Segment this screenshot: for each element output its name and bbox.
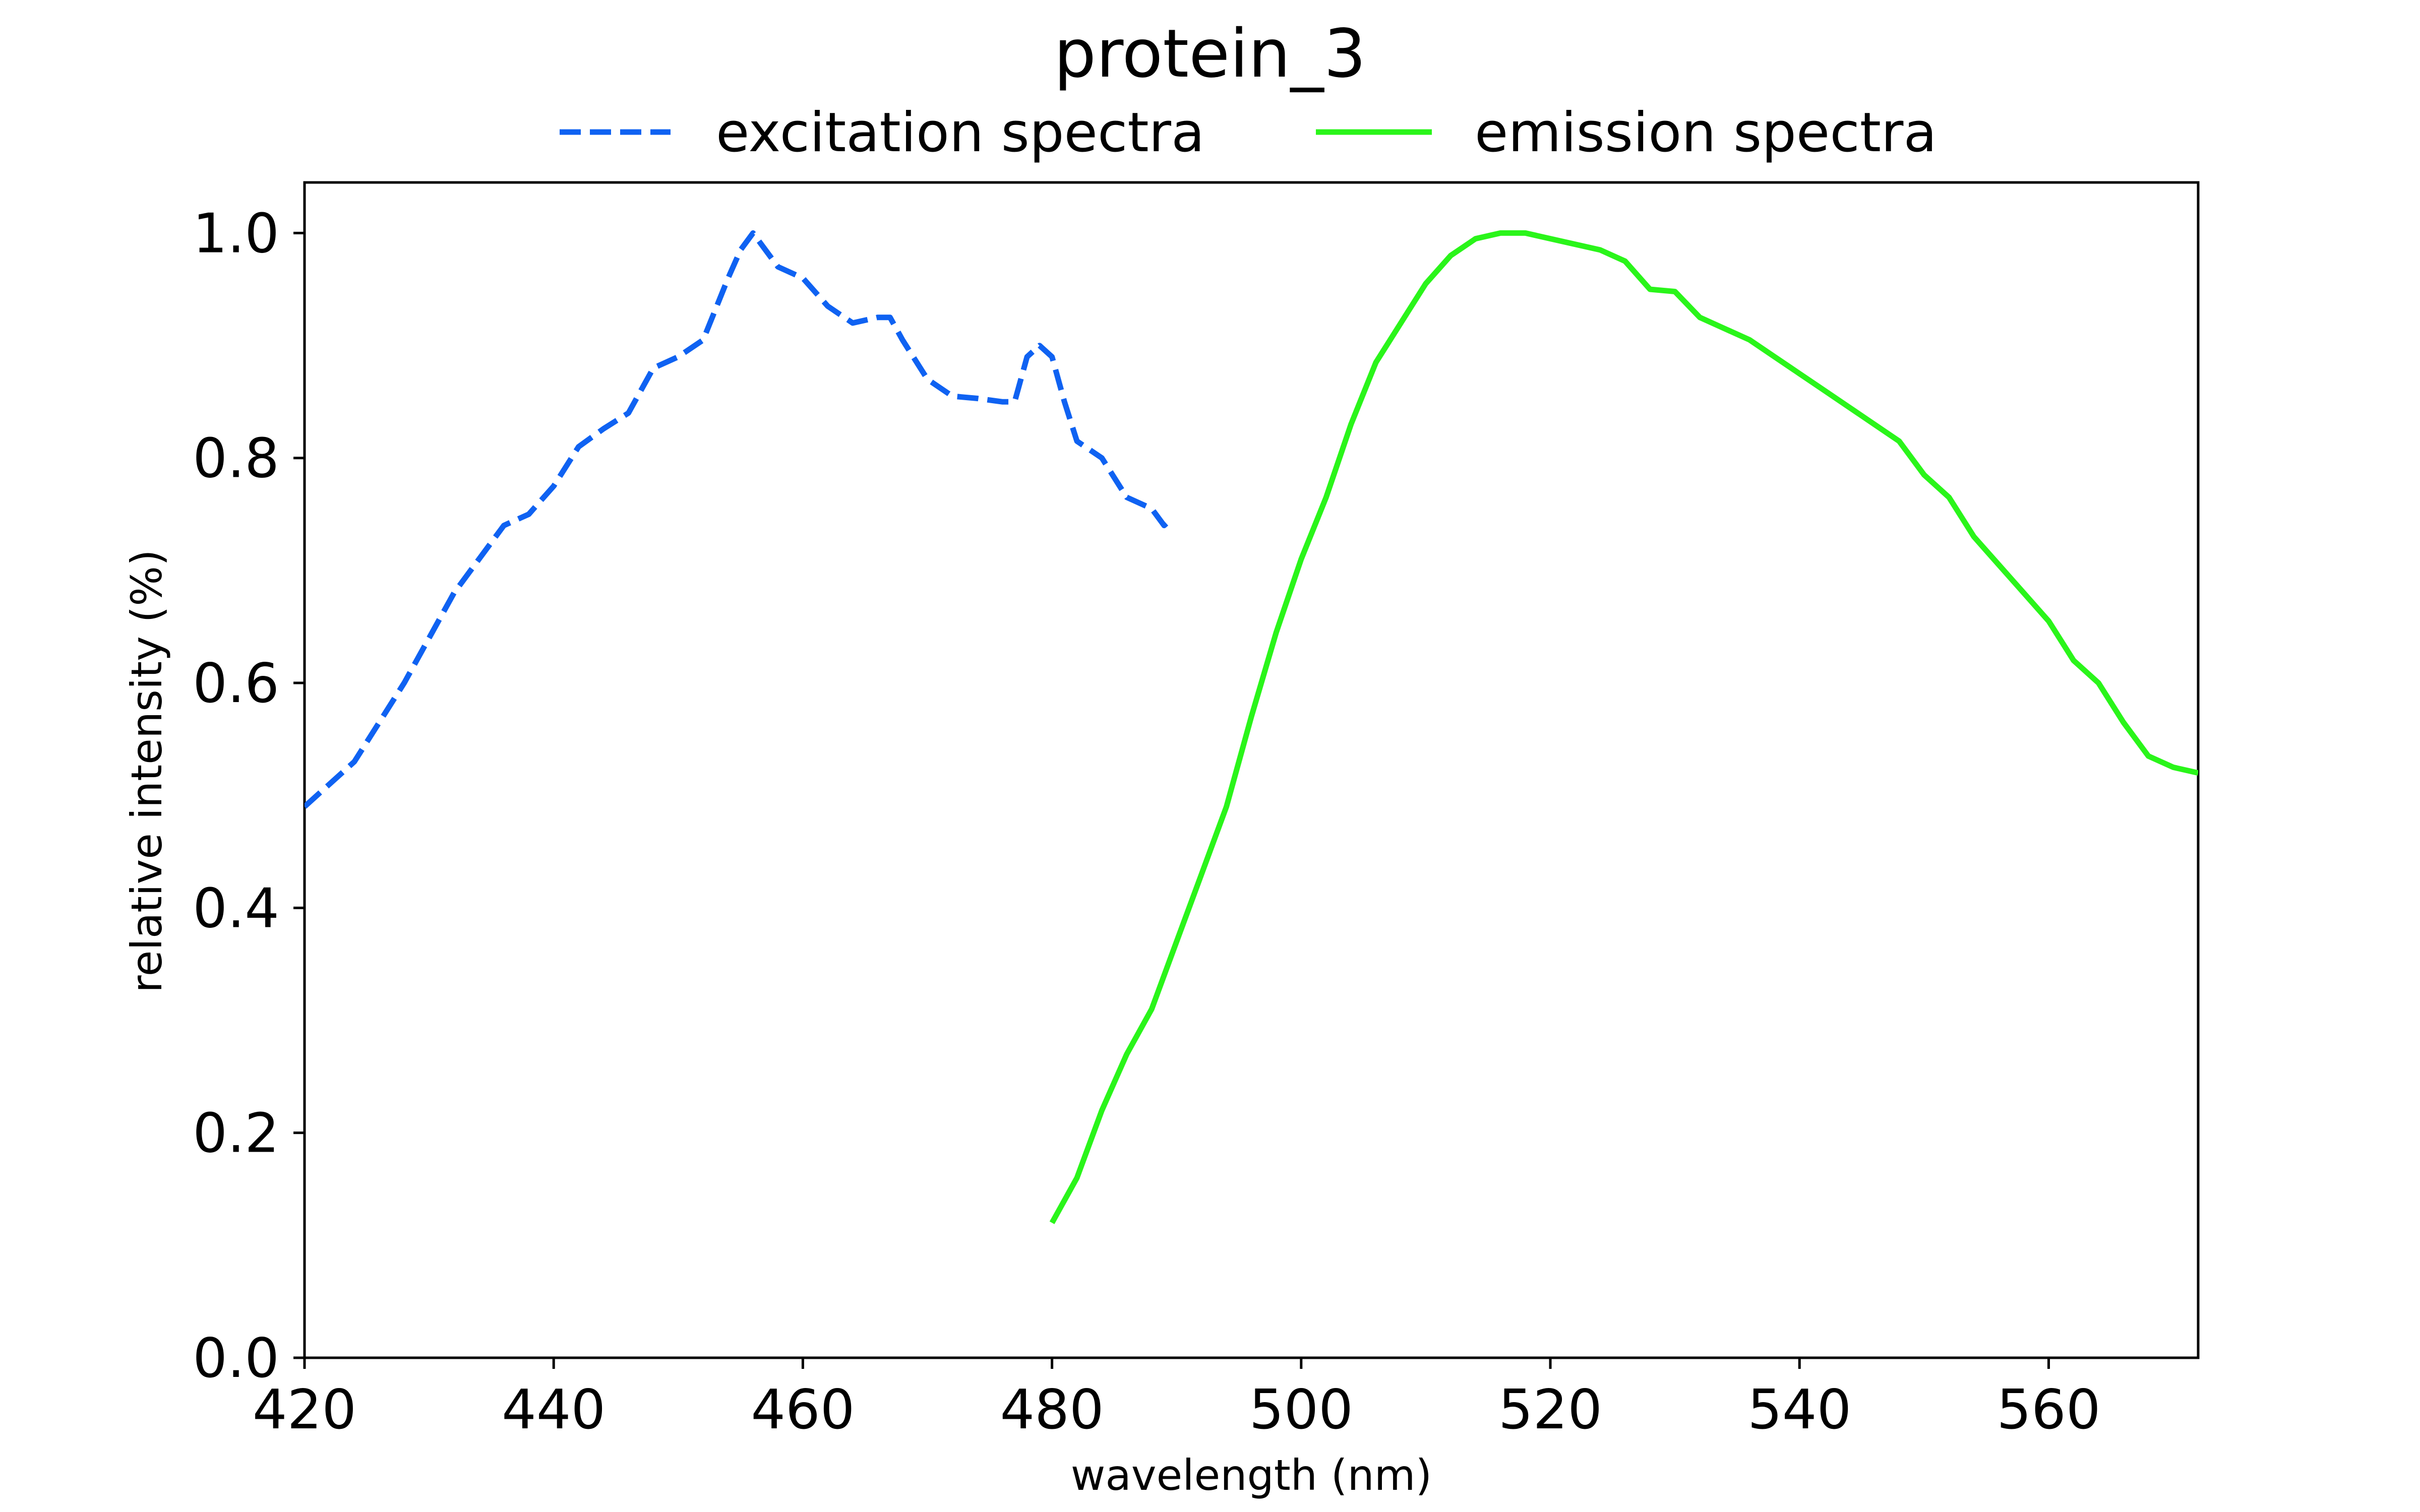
y-tick-label: 0.4: [193, 877, 279, 940]
legend: excitation spectra emission spectra: [560, 101, 1937, 164]
x-tick-label: 440: [502, 1378, 606, 1441]
y-tick-label: 0.6: [193, 652, 279, 715]
series-layer: [305, 230, 2198, 1224]
x-tick-label: 540: [1747, 1378, 1851, 1441]
plot-area-frame: [303, 181, 2200, 1359]
x-tick-label: 560: [1996, 1378, 2100, 1441]
legend-label-emission: emission spectra: [1475, 101, 1937, 164]
x-axis: 420 440 460 480 500 520 540 560: [253, 1358, 2101, 1441]
x-tick-label: 460: [751, 1378, 855, 1441]
excitation-spectra-line: [305, 230, 1173, 809]
y-tick-label: 0.0: [193, 1327, 279, 1390]
legend-label-excitation: excitation spectra: [716, 101, 1204, 164]
y-tick-label: 0.2: [193, 1102, 279, 1165]
y-axis-label: relative intensity (%): [122, 549, 171, 993]
y-tick-label: 1.0: [193, 202, 279, 265]
emission-spectra-line: [1049, 230, 2198, 1224]
x-tick-label: 520: [1498, 1378, 1602, 1441]
x-tick-label: 420: [253, 1378, 356, 1441]
y-tick-label: 0.8: [193, 427, 279, 490]
y-axis: 0.0 0.2 0.4 0.6 0.8 1.0: [193, 202, 305, 1390]
chart-title: protein_3: [1054, 15, 1366, 93]
x-tick-label: 480: [1000, 1378, 1104, 1441]
x-axis-label: wavelength (nm): [1071, 1451, 1432, 1500]
x-tick-label: 500: [1249, 1378, 1353, 1441]
